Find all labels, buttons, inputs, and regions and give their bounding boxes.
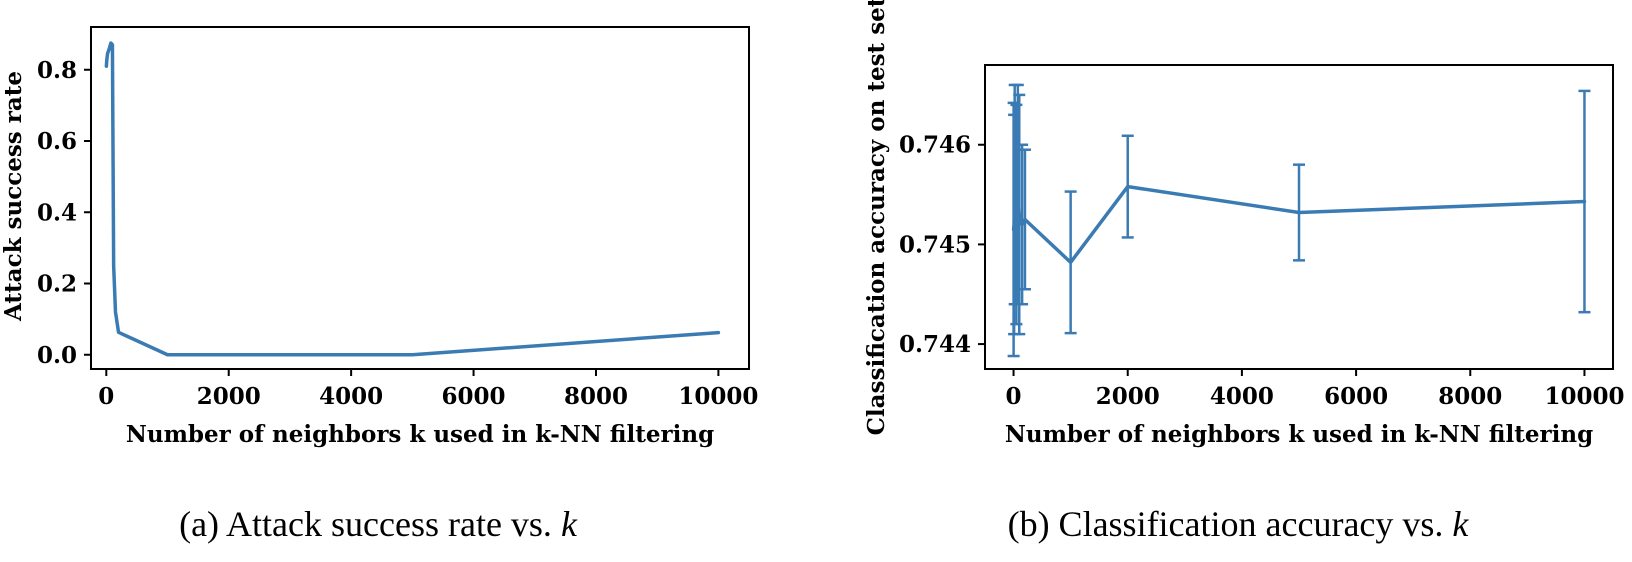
x-tick-label-a: 0 [98,383,114,410]
y-axis-label-b: Classification accuracy on test set [863,0,890,435]
x-tick-label-b: 0 [1006,383,1022,410]
y-tick-label-b: 0.745 [899,231,971,258]
caption-a: (a) Attack success rate vs. k [179,504,578,544]
y-tick-label-b: 0.744 [899,331,971,358]
y-tick-label-a: 0.4 [37,199,77,226]
y-tick-label-a: 0.0 [37,342,77,369]
error-bar-b [1064,190,1077,335]
x-tick-label-a: 6000 [442,383,506,410]
x-tick-label-b: 10000 [1544,383,1624,410]
x-axis-label-b: Number of neighbors k used in k-NN filte… [1005,421,1593,448]
caption-b: (b) Classification accuracy vs. k [1008,504,1470,544]
error-bar-b [1018,148,1031,291]
y-tick-label-b: 0.746 [899,132,971,159]
chart-attack-success: 0 2000 4000 6000 8000 10000 0.0 0.2 0.4 0.6 0.8 N… [0,26,758,544]
plot-frame-b [984,64,1614,370]
x-tick-label-a: 2000 [197,383,261,410]
y-tick-label-a: 0.6 [37,128,77,155]
x-tick-label-a: 8000 [564,383,628,410]
x-axis-label-a: Number of neighbors k used in k-NN filte… [126,421,714,448]
error-bar-b [1013,93,1026,336]
y-tick-label-a: 0.2 [37,271,77,298]
x-tick-label-a: 4000 [319,383,383,410]
error-bar-b [1293,163,1305,262]
x-tick-label-a: 10000 [678,383,758,410]
x-tick-label-b: 2000 [1096,383,1160,410]
y-tick-label-a: 0.8 [37,57,77,84]
error-bar-b [1121,134,1134,239]
x-tick-label-b: 6000 [1324,383,1388,410]
plot-frame-a [90,26,750,370]
x-tick-label-b: 4000 [1210,383,1274,410]
error-bar-b [1016,143,1029,306]
error-bar-b [1578,89,1591,314]
chart-classification-accuracy: 0 2000 4000 6000 8000 10000 0.744 0.745 0.746 N… [863,0,1624,544]
y-axis-label-a: Attack success rate [0,71,27,322]
x-tick-label-b: 8000 [1438,383,1502,410]
series-line-a [104,41,721,357]
